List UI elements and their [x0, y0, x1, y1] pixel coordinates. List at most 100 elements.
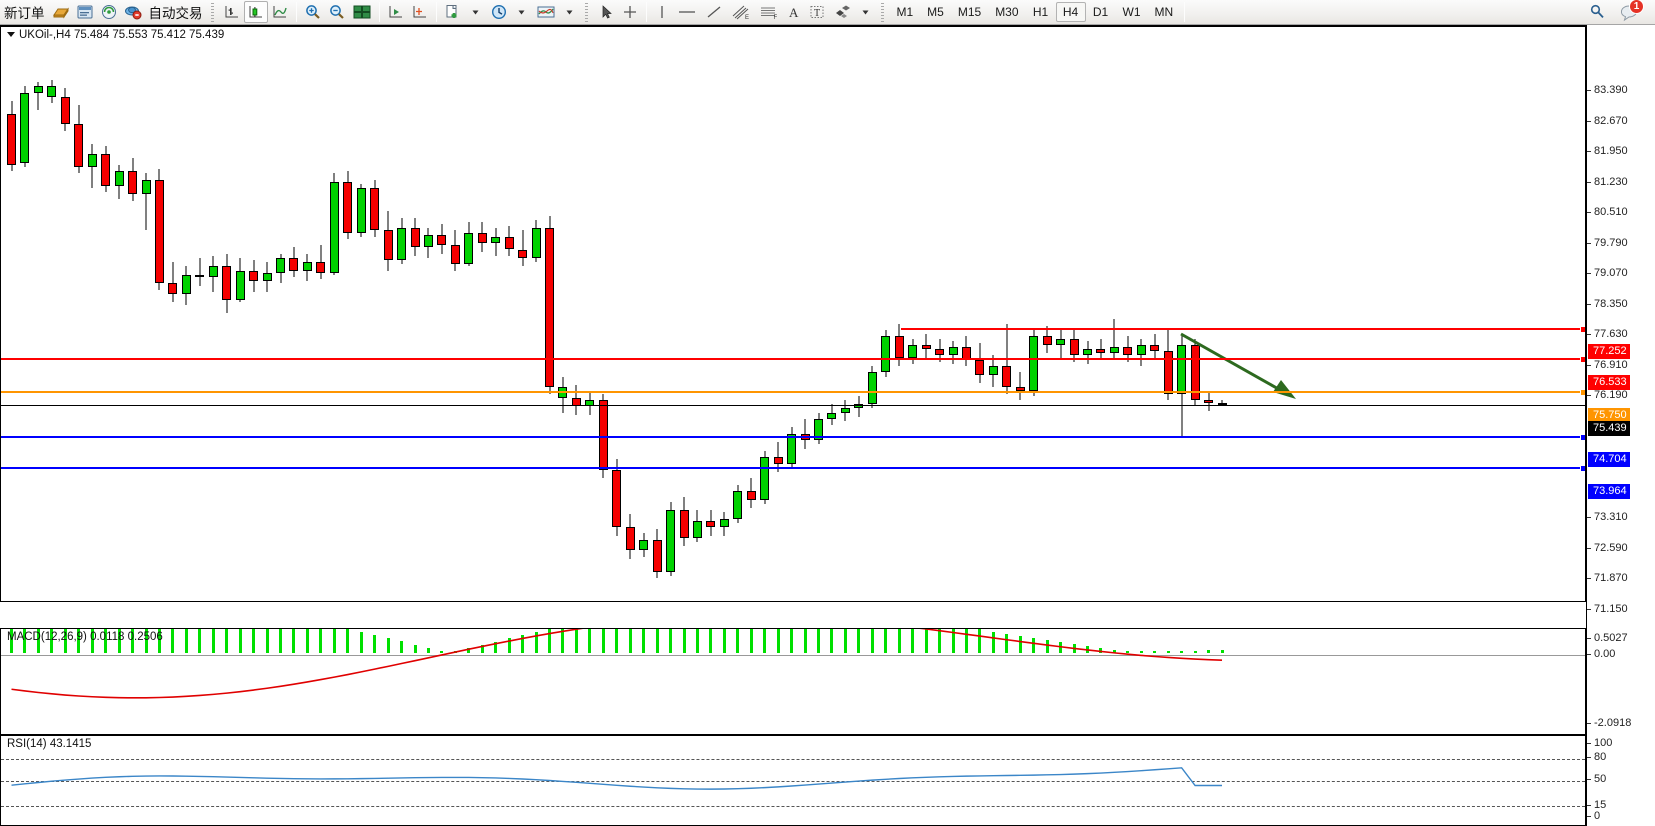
- candle-body: [423, 234, 433, 248]
- price-line-pivot[interactable]: [1, 389, 1585, 397]
- candlestick: [276, 27, 285, 601]
- candle-body: [74, 124, 84, 167]
- candlestick: [1083, 27, 1092, 601]
- macd-histogram-bar: [964, 629, 968, 654]
- signals-icon[interactable]: [97, 1, 121, 23]
- new-chart-icon[interactable]: [441, 1, 465, 23]
- candle-body: [477, 232, 487, 244]
- price-line-resistance[interactable]: [1, 356, 1585, 364]
- candle-body: [276, 257, 285, 273]
- toolbar-grip[interactable]: [583, 2, 591, 22]
- price-line-current-price[interactable]: [1, 404, 1585, 406]
- search-icon[interactable]: [1585, 1, 1609, 23]
- objects-icon[interactable]: [829, 1, 855, 23]
- candlestick: [370, 27, 380, 601]
- chevron-down-icon[interactable]: [7, 32, 15, 38]
- toolbar-separator: [378, 2, 380, 22]
- timeframe-m15-button[interactable]: M15: [957, 5, 982, 19]
- toolbar-grip[interactable]: [209, 2, 217, 22]
- gold-bar-icon[interactable]: [49, 1, 73, 23]
- shift-end-icon[interactable]: [384, 1, 408, 23]
- price-line-handle[interactable]: [1580, 465, 1585, 473]
- period-icon[interactable]: [487, 1, 511, 23]
- cursor-icon[interactable]: [594, 1, 618, 23]
- text-label-icon[interactable]: T: [805, 1, 829, 23]
- period-dropdown-icon[interactable]: [511, 1, 533, 23]
- crosshair-shift-icon[interactable]: [408, 1, 432, 23]
- rsi-pane[interactable]: RSI(14) 43.1415: [0, 735, 1586, 826]
- price-line-handle[interactable]: [1580, 433, 1585, 441]
- macd-pane[interactable]: MACD(12,26,9) 0.0118 0.2506: [0, 628, 1586, 735]
- vline-icon[interactable]: [651, 1, 673, 23]
- macd-histogram-bar: [991, 631, 995, 654]
- notifications-icon[interactable]: 1: [1619, 0, 1644, 22]
- data-window-icon[interactable]: [73, 1, 97, 23]
- timeframe-m30-button[interactable]: M30: [995, 5, 1019, 19]
- new-order-button[interactable]: 新订单: [4, 6, 45, 21]
- equidistant-channel-icon[interactable]: E: [727, 1, 755, 23]
- macd-histogram-bar: [1099, 648, 1103, 654]
- candlestick: [961, 27, 971, 601]
- macd-histogram-bar: [507, 638, 511, 654]
- fibo-icon[interactable]: F: [755, 1, 783, 23]
- line-chart-icon[interactable]: [268, 1, 292, 23]
- price-line-handle[interactable]: [1580, 389, 1585, 397]
- indicators-icon[interactable]: [533, 1, 559, 23]
- price-chart-pane[interactable]: UKOil-,H4 75.484 75.553 75.412 75.439: [0, 25, 1586, 602]
- trendline-icon[interactable]: [701, 1, 727, 23]
- chart-title[interactable]: UKOil-,H4 75.484 75.553 75.412 75.439: [7, 29, 224, 41]
- candle-wick: [1019, 372, 1021, 400]
- candle-body: [1150, 344, 1160, 352]
- zoom-in-icon[interactable]: [301, 1, 325, 23]
- candlestick-icon[interactable]: [243, 1, 268, 23]
- macd-histogram-bar: [628, 629, 632, 654]
- price-line-resistance[interactable]: [901, 325, 1585, 333]
- crosshair-icon[interactable]: [618, 1, 642, 23]
- price-axis[interactable]: 83.390 82.670 81.950 81.230 80.510 79.790 79.0…: [1586, 25, 1655, 826]
- candle-body: [1177, 344, 1187, 394]
- indicators-dropdown-icon[interactable]: [559, 1, 581, 23]
- timeframe-m1-button[interactable]: M1: [896, 5, 914, 19]
- candle-wick: [145, 173, 147, 231]
- timeframe-h1-button[interactable]: H1: [1032, 5, 1049, 19]
- macd-histogram-bar: [588, 629, 592, 654]
- macd-histogram-bar: [548, 629, 551, 654]
- timeframe-h4-button[interactable]: H4: [1055, 2, 1086, 22]
- candlestick: [181, 27, 191, 601]
- text-icon[interactable]: A: [783, 1, 805, 23]
- candle-body: [1204, 399, 1214, 403]
- candle-body: [1069, 338, 1079, 356]
- toolbar-grip[interactable]: [879, 2, 887, 22]
- toolbar-separator: [435, 2, 437, 22]
- candlestick: [733, 27, 743, 601]
- price-line-support[interactable]: [1, 465, 1585, 473]
- hline-icon[interactable]: [673, 1, 701, 23]
- price-line-support[interactable]: [1, 433, 1585, 441]
- candlestick: [612, 27, 622, 601]
- tile-windows-icon[interactable]: [349, 1, 375, 23]
- bar-chart-icon[interactable]: [220, 1, 244, 23]
- candle-body: [47, 86, 57, 97]
- auto-trading-label[interactable]: 自动交易: [148, 6, 203, 21]
- timeframe-m5-button[interactable]: M5: [927, 5, 944, 19]
- new-chart-dropdown-icon[interactable]: [465, 1, 487, 23]
- candle-body: [719, 518, 729, 528]
- candle-body: [316, 262, 326, 273]
- candle-wick: [522, 230, 524, 267]
- timeframe-d1-button[interactable]: D1: [1092, 5, 1109, 19]
- macd-histogram-bar: [763, 629, 767, 654]
- candle-body: [1083, 349, 1092, 356]
- candle-body: [814, 419, 823, 441]
- candle-body: [397, 228, 407, 261]
- price-line-handle[interactable]: [1580, 356, 1585, 364]
- timeframe-mn-button[interactable]: MN: [1154, 5, 1174, 19]
- objects-dropdown-icon[interactable]: [855, 1, 877, 23]
- price-line-handle[interactable]: [1580, 325, 1585, 333]
- candlestick: [1217, 27, 1227, 601]
- candlestick: [1069, 27, 1079, 601]
- auto-trading-icon[interactable]: [121, 1, 145, 23]
- candle-body: [262, 272, 272, 282]
- timeframe-w1-button[interactable]: W1: [1122, 5, 1141, 19]
- zoom-out-icon[interactable]: [325, 1, 349, 23]
- candlestick: [1109, 27, 1119, 601]
